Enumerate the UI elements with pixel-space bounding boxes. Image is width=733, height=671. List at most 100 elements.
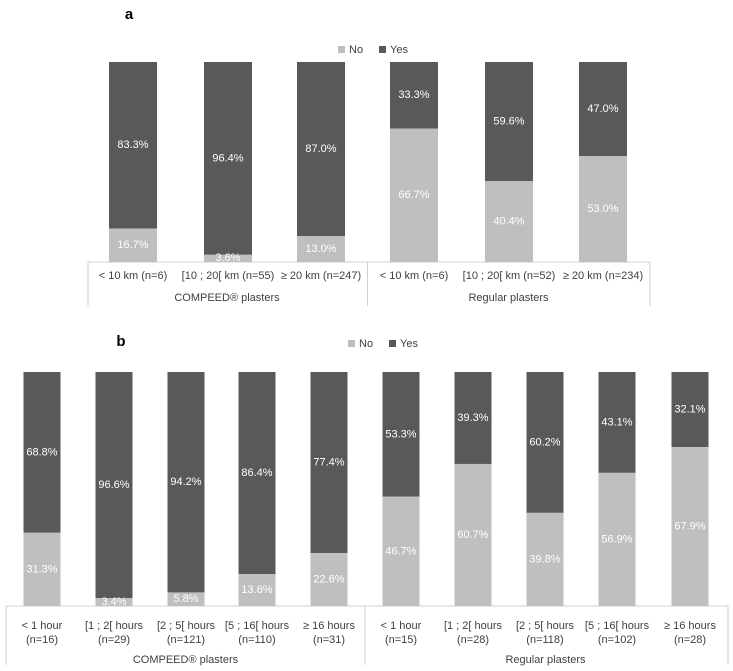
data-label-no: 67.9% — [674, 520, 705, 532]
category-label: [1 ; 2[ hours — [85, 620, 144, 632]
category-label: (n=28) — [674, 634, 706, 646]
data-label-no: 60.7% — [457, 529, 488, 541]
data-label-yes: 59.6% — [493, 116, 524, 128]
bar-no — [167, 592, 205, 606]
bar-no — [310, 553, 348, 606]
bar-no — [297, 236, 345, 262]
data-label-no: 46.7% — [385, 545, 416, 557]
bar-no — [598, 472, 636, 606]
bar-yes — [310, 372, 348, 554]
legend-label-no: No — [359, 338, 373, 350]
panel-letter: b — [116, 333, 125, 350]
bar-yes — [204, 62, 252, 255]
category-label: [5 ; 16[ hours — [225, 620, 290, 632]
legend-label-no: No — [349, 44, 363, 56]
data-label-yes: 39.3% — [457, 412, 488, 424]
data-label-yes: 86.4% — [241, 467, 272, 479]
bar-yes — [167, 372, 205, 593]
category-label: (n=121) — [167, 634, 205, 646]
bar-no — [382, 496, 420, 606]
legend-swatch-yes — [389, 340, 396, 347]
bar-yes — [297, 62, 345, 236]
category-label: ≥ 16 hours — [303, 620, 355, 632]
category-label: < 10 km (n=6) — [380, 270, 448, 282]
bar-no — [579, 156, 627, 262]
legend: No Yes — [338, 44, 408, 56]
data-label-yes: 87.0% — [305, 143, 336, 155]
bar-yes — [526, 372, 564, 513]
panel-letter: a — [125, 6, 134, 23]
bar-yes — [23, 372, 61, 533]
bar-no — [390, 128, 438, 262]
category-label: [10 ; 20[ km (n=52) — [463, 270, 556, 282]
data-label-no: 3.6% — [215, 252, 240, 264]
category-axis-frame — [87, 261, 651, 306]
legend-swatch-no — [338, 46, 345, 53]
legend: No Yes — [348, 338, 418, 350]
legend-label-yes: Yes — [400, 338, 418, 350]
category-label: [2 ; 5[ hours — [157, 620, 216, 632]
bar-no — [204, 254, 252, 262]
bar-no — [526, 512, 564, 606]
category-label: ≥ 20 km (n=234) — [563, 270, 643, 282]
bar-no — [671, 447, 709, 606]
bar-yes — [382, 372, 420, 497]
data-label-no: 13.0% — [305, 243, 336, 255]
data-label-yes: 68.8% — [26, 446, 57, 458]
data-label-yes: 47.0% — [587, 103, 618, 115]
group-label: Regular plasters — [505, 654, 586, 666]
bar-yes — [95, 372, 133, 599]
category-label: ≥ 16 hours — [664, 620, 716, 632]
panel-b: b No Yes 68.8% 31.3% < 1 hour (n=16) 96.6% 3.4% [… — [5, 333, 729, 666]
bar-no — [485, 181, 533, 262]
bar-yes — [454, 372, 492, 464]
data-label-yes: 96.4% — [212, 152, 243, 164]
bar-yes — [238, 372, 276, 575]
category-label: (n=29) — [98, 634, 130, 646]
group-label: COMPEED® plasters — [174, 292, 280, 304]
category-label: < 1 hour — [381, 620, 422, 632]
group-label: Regular plasters — [468, 292, 549, 304]
group-label: COMPEED® plasters — [133, 654, 239, 666]
data-label-yes: 43.1% — [601, 416, 632, 428]
category-label: (n=28) — [457, 634, 489, 646]
data-label-no: 3.4% — [101, 596, 126, 608]
bar-no — [238, 574, 276, 606]
category-label: (n=110) — [238, 634, 275, 646]
legend-swatch-no — [348, 340, 355, 347]
data-label-yes: 83.3% — [117, 139, 148, 151]
category-label: [1 ; 2[ hours — [444, 620, 503, 632]
category-label: ≥ 20 km (n=247) — [281, 270, 361, 282]
category-label: (n=31) — [313, 634, 345, 646]
bar-yes — [671, 372, 709, 448]
category-label: [10 ; 20[ km (n=55) — [182, 270, 275, 282]
legend-label-yes: Yes — [390, 44, 408, 56]
category-label: < 10 km (n=6) — [99, 270, 167, 282]
bar-no — [109, 228, 157, 262]
bar-no — [23, 532, 61, 606]
data-label-yes: 94.2% — [170, 476, 201, 488]
data-label-no: 31.3% — [26, 563, 57, 575]
bar-yes — [109, 62, 157, 229]
category-label: [2 ; 5[ hours — [516, 620, 575, 632]
data-label-no: 56.9% — [601, 533, 632, 545]
bar-no — [454, 463, 492, 606]
data-label-yes: 60.2% — [529, 436, 560, 448]
data-label-no: 39.8% — [529, 553, 560, 565]
data-label-yes: 32.1% — [674, 403, 705, 415]
panel-a: a No Yes 83.3% 16.7% < 10 km (n=6) 96.4% 3.6% [1… — [87, 6, 651, 306]
bar-yes — [598, 372, 636, 473]
bar-yes — [485, 62, 533, 182]
data-label-yes: 96.6% — [98, 479, 129, 491]
category-label: [5 ; 16[ hours — [585, 620, 650, 632]
bar-no — [95, 598, 133, 606]
category-label: (n=16) — [26, 634, 58, 646]
data-label-no: 22.6% — [313, 573, 344, 585]
data-label-no: 13.6% — [241, 584, 272, 596]
data-label-no: 40.4% — [493, 216, 524, 228]
category-label: < 1 hour — [22, 620, 63, 632]
category-label: (n=102) — [598, 634, 636, 646]
data-label-no: 16.7% — [117, 239, 148, 251]
legend-swatch-yes — [379, 46, 386, 53]
